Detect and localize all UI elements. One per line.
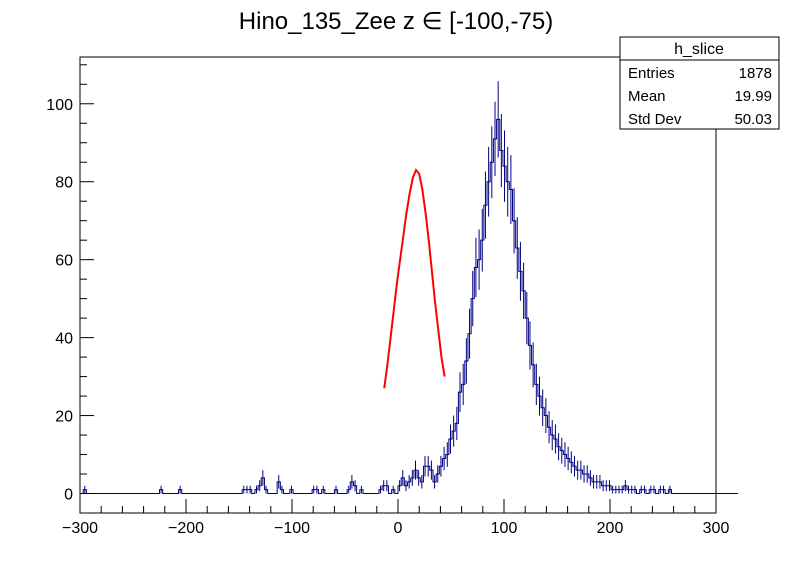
y-tick-label: 40	[55, 331, 73, 348]
x-tick-label: −100	[274, 520, 310, 537]
x-tick-label: 100	[491, 520, 518, 537]
stats-box: h_slice Entries 1878 Mean 19.99 Std Dev …	[619, 36, 780, 130]
stats-label-mean: Mean	[628, 88, 666, 105]
y-axis-ticks: 0 20 40 60 80 100	[46, 64, 94, 514]
histogram-steps	[80, 118, 739, 495]
x-tick-label: −200	[168, 520, 204, 537]
x-tick-label: 200	[597, 520, 624, 537]
x-tick-label: 300	[703, 520, 730, 537]
y-tick-label: 60	[55, 253, 73, 270]
stats-label-entries: Entries	[628, 65, 675, 82]
y-tick-label: 0	[64, 487, 73, 504]
y-tick-label: 100	[46, 97, 73, 114]
y-tick-label: 80	[55, 175, 73, 192]
x-tick-label: 0	[394, 520, 403, 537]
y-tick-label: 20	[55, 409, 73, 426]
stats-value-entries: 1878	[739, 65, 772, 82]
x-axis-ticks: −300 −200 −100 0 100 200 300	[62, 499, 729, 537]
stats-box-frame	[619, 36, 780, 130]
chart-title: Hino_135_Zee z ∈ [-100,-75)	[239, 8, 553, 35]
stats-value-mean: 19.99	[734, 88, 772, 105]
stats-label-stddev: Std Dev	[628, 111, 682, 128]
x-tick-label: −300	[62, 520, 98, 537]
stats-value-stddev: 50.03	[734, 111, 772, 128]
fit-curve	[383, 168, 446, 389]
stats-box-title: h_slice	[674, 41, 724, 58]
